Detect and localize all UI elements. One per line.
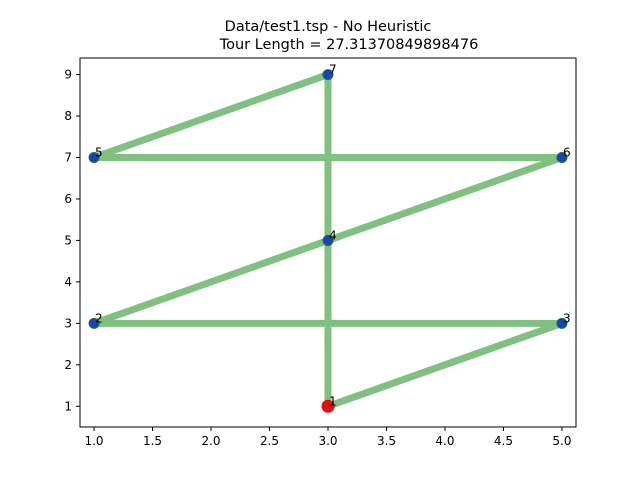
node-label-4: 4 [329,228,337,242]
x-tick-label-4.0: 4.0 [435,434,454,448]
y-tick-label-2: 2 [64,358,72,372]
node-label-5: 5 [95,146,103,160]
y-tick-label-3: 3 [64,316,72,330]
y-tick-label-5: 5 [64,233,72,247]
node-4 [322,234,334,246]
x-tick-label-1.0: 1.0 [84,434,103,448]
tour-segment-4-6 [326,154,564,244]
x-tick-label-1.5: 1.5 [143,434,162,448]
start-node-1 [321,399,335,413]
y-tick-label-8: 8 [64,109,72,123]
chart-title: Data/test1.tsp - No Heuristic [225,19,432,35]
plot-area: 1 2 3 4 5 6 7 1.0 1.5 2.0 2.5 3.0 3.5 4.0 4.5 5.0 1 2 3 4 5 6… [64,57,577,448]
x-tick-label-2.5: 2.5 [260,434,279,448]
tour-segment-5-7 [92,71,330,161]
x-tick-label-4.5: 4.5 [494,434,513,448]
y-tick-label-1: 1 [64,399,72,413]
x-tick-label-2.0: 2.0 [201,434,220,448]
y-tick-label-9: 9 [64,68,72,82]
chart-subtitle: Tour Length = 27.31370849898476 [219,37,479,53]
node-label-6: 6 [563,146,571,160]
x-tick-label-5.0: 5.0 [552,434,571,448]
y-tick-label-6: 6 [64,192,72,206]
tour-segment-2-4 [92,237,330,327]
node-5 [88,152,100,164]
x-tick-label-3.0: 3.0 [318,434,337,448]
node-label-2: 2 [95,311,103,325]
node-2 [88,317,100,329]
node-6 [556,152,568,164]
node-label-3: 3 [563,311,571,325]
node-7 [322,69,334,81]
node-label-7: 7 [329,63,337,77]
tour-segment-1-3 [326,320,564,410]
y-tick-label-4: 4 [64,275,72,289]
y-tick-label-7: 7 [64,151,72,165]
node-3 [556,317,568,329]
node-label-1: 1 [329,394,337,408]
x-tick-label-3.5: 3.5 [377,434,396,448]
